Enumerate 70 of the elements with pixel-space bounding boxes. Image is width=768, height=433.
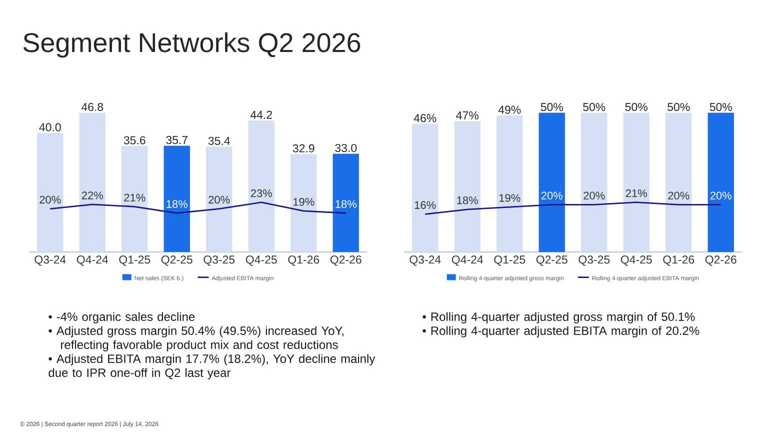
data-label: 50% <box>668 102 690 112</box>
data-label: 20% <box>541 192 562 200</box>
data-label: 20% <box>40 196 61 204</box>
data-label: 20% <box>668 192 690 200</box>
text: • Rolling 4-quarter adjusted EBITA margin of 20.2% <box>422 326 700 338</box>
data-label: 19% <box>293 198 314 206</box>
data-label: 18% <box>166 200 188 208</box>
bar <box>290 154 317 252</box>
data-label: 20% <box>584 192 605 200</box>
data-label: 50% <box>540 102 563 112</box>
x-tick-label: Q3-24 <box>410 256 441 266</box>
bar <box>37 132 64 252</box>
bar <box>248 120 274 252</box>
bar <box>623 112 650 252</box>
data-label: 33.0 <box>335 144 357 152</box>
bar <box>581 112 608 252</box>
bar <box>666 112 692 252</box>
x-tick-label: Q1-26 <box>663 256 694 266</box>
bar <box>538 112 565 252</box>
bar <box>79 112 106 252</box>
bar <box>412 124 438 252</box>
data-label: 22% <box>82 192 103 200</box>
data-label: 50% <box>710 102 732 112</box>
data-label: 16% <box>414 201 436 209</box>
data-label: 18% <box>457 196 478 204</box>
text: • Rolling 4-quarter adjusted gross margin of 50.1% <box>422 312 695 324</box>
x-tick-label: Q2-25 <box>161 256 192 266</box>
data-label: 35.6 <box>124 136 146 144</box>
data-label: 21% <box>626 189 647 198</box>
data-label: 46% <box>414 114 436 122</box>
data-label: 35.4 <box>208 136 230 145</box>
data-label: 44.2 <box>250 110 272 119</box>
data-label: 19% <box>499 194 520 202</box>
bar <box>164 146 190 252</box>
x-tick-label: Q2-26 <box>705 256 736 266</box>
x-tick-label: Q2-25 <box>536 256 568 266</box>
data-label: 46.8 <box>81 102 104 112</box>
x-tick-label: Q4-24 <box>452 256 484 266</box>
data-label: 47% <box>456 111 478 120</box>
x-tick-label: Q4-25 <box>246 256 277 266</box>
x-tick-label: Q4-24 <box>76 256 108 266</box>
x-tick-label: Q2-26 <box>330 256 362 266</box>
bar <box>332 154 359 252</box>
data-label: 32.9 <box>292 144 314 152</box>
text: • Adjusted EBITA margin 17.7% (18.2%), YoY decline mainly due to IPR one-off in Q2 last year <box>48 354 376 380</box>
text: • Adjusted gross margin 50.4% (49.5%) increased YoY, reflecting favorable product mix and cost reductions <box>48 326 344 352</box>
chart-title: Segment Networks Q2 2026 <box>23 32 360 58</box>
data-label: 20% <box>710 192 732 200</box>
data-label: 18% <box>336 200 356 208</box>
bar <box>708 112 734 252</box>
data-label: 40.0 <box>39 123 61 132</box>
data-label: 49% <box>498 106 521 114</box>
bar <box>122 146 148 252</box>
data-label: 50% <box>625 102 648 112</box>
data-label: 50% <box>583 102 606 112</box>
text: • -4% organic sales decline <box>48 312 195 324</box>
bar <box>496 116 523 252</box>
bar <box>206 146 232 252</box>
x-tick-label: Q4-25 <box>620 256 652 266</box>
x-tick-label: Q1-25 <box>494 256 526 266</box>
x-tick-label: Q3-24 <box>34 256 66 266</box>
x-tick-label: Q1-26 <box>288 256 320 266</box>
data-label: 20% <box>208 196 230 204</box>
bar <box>454 121 480 252</box>
data-label: 21% <box>124 194 146 202</box>
x-tick-label: Q3-25 <box>204 256 235 266</box>
x-tick-label: Q1-25 <box>119 256 150 266</box>
data-label: 23% <box>250 189 272 198</box>
x-tick-label: Q3-25 <box>578 256 610 266</box>
data-label: 35.7 <box>166 136 188 144</box>
